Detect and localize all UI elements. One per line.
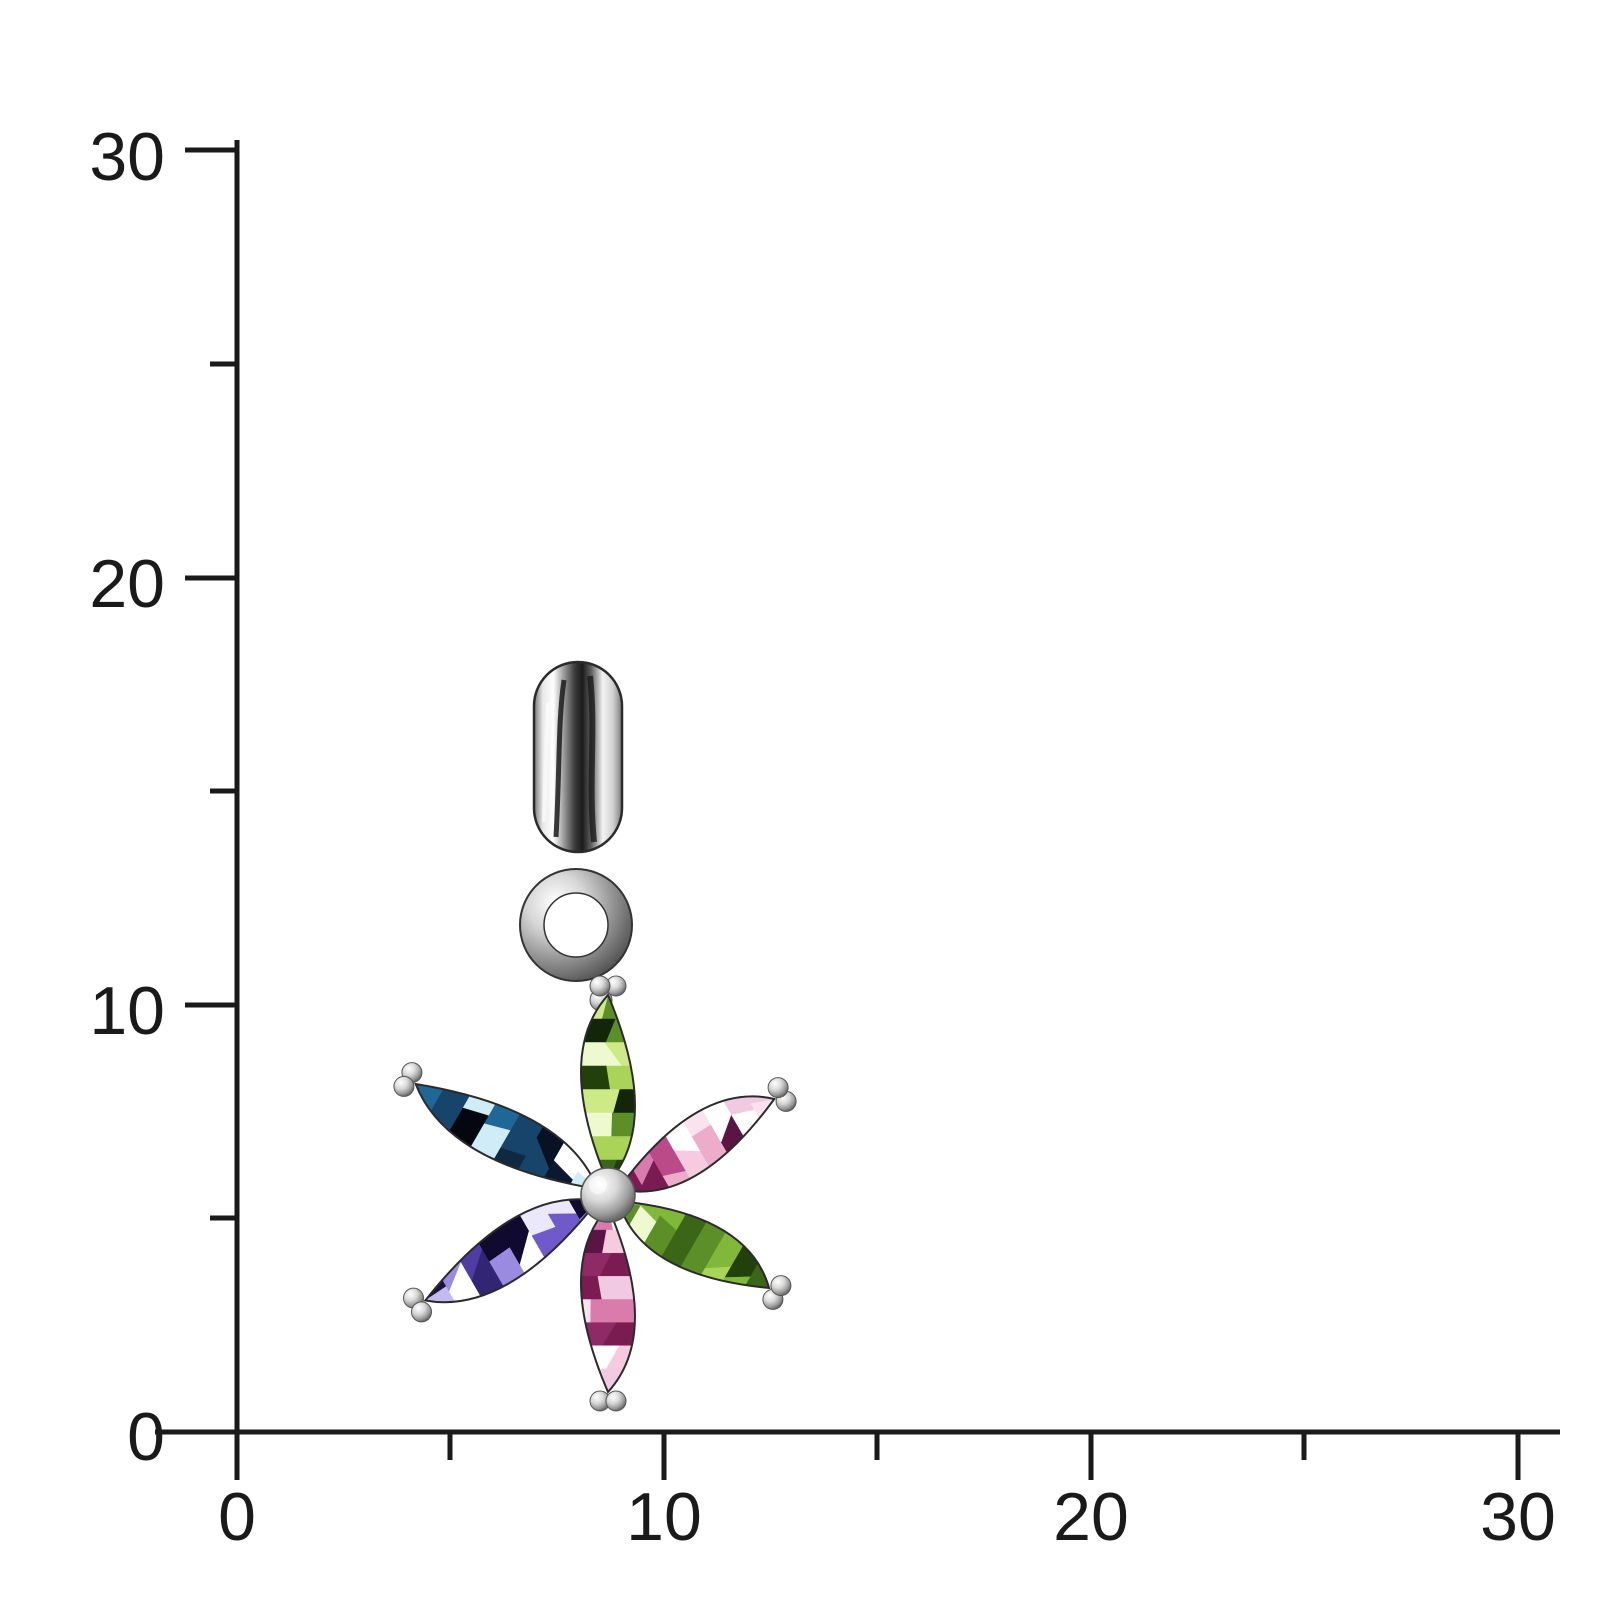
svg-text:0: 0 (218, 1479, 256, 1555)
svg-text:20: 20 (89, 546, 165, 622)
svg-text:10: 10 (626, 1479, 702, 1555)
svg-text:30: 30 (1480, 1479, 1556, 1555)
svg-text:10: 10 (89, 973, 165, 1049)
svg-text:30: 30 (89, 119, 165, 195)
svg-text:20: 20 (1053, 1479, 1129, 1555)
svg-text:0: 0 (127, 1399, 165, 1475)
